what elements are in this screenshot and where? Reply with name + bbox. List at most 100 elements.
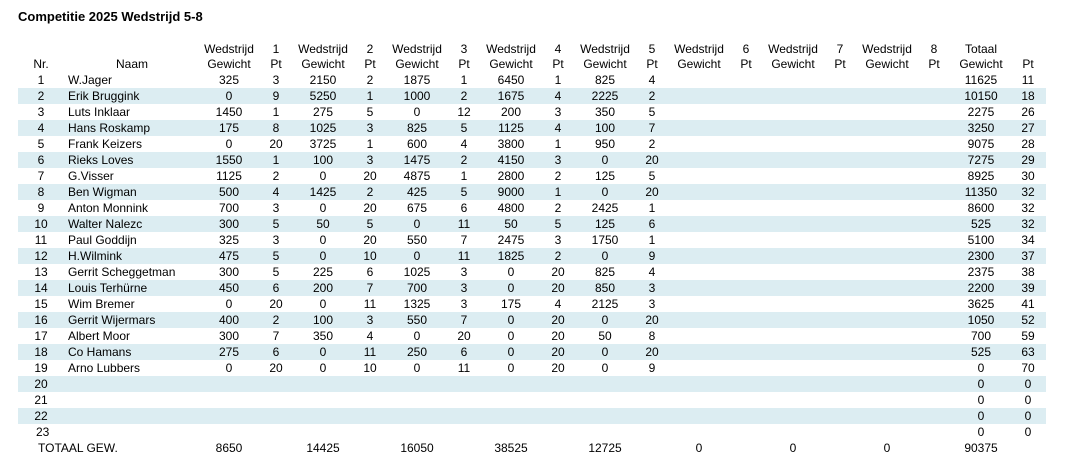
points-cell: [728, 360, 764, 376]
points-cell: [916, 376, 952, 392]
points-cell: 4: [540, 120, 576, 136]
weight-cell: [764, 312, 822, 328]
points-cell: [352, 408, 388, 424]
points-cell: 4: [648, 264, 656, 279]
total-weight-cell: 10150: [952, 88, 1010, 104]
points-cell: 20: [269, 296, 283, 311]
weight-cell: 1125: [216, 168, 242, 183]
weight-cell: 200: [500, 104, 522, 119]
weight-cell: [764, 264, 822, 280]
rank-cell: 7: [37, 168, 45, 183]
points-cell: [822, 344, 858, 360]
points-cell: [916, 360, 952, 376]
weight-cell: [858, 216, 916, 232]
name-cell: Co Hamans: [64, 344, 200, 360]
points-cell: [916, 104, 952, 120]
weight-cell: 700: [388, 280, 446, 296]
weight-cell: 4150: [482, 152, 540, 168]
weight-cell: [670, 264, 728, 280]
weight-cell: [858, 360, 916, 376]
points-cell: [446, 376, 482, 392]
weight-cell: [670, 88, 728, 104]
weight-cell: 4875: [403, 168, 431, 183]
table-row: 1 W.Jager 325 3 2150 2 1875 1 6450 1 825 4 11625 11: [18, 72, 1046, 88]
weight-cell: [858, 72, 916, 88]
points-cell: [916, 168, 952, 184]
weight-cell: 1475: [388, 152, 446, 168]
rank-cell: 17: [34, 328, 48, 343]
weight-cell: [764, 392, 822, 408]
weight-cell: 1025: [294, 120, 352, 136]
weight-cell: [670, 136, 728, 152]
header-gewicht: Gewicht: [489, 57, 533, 71]
name-cell: Hans Roskamp: [64, 120, 200, 136]
points-cell: 2: [554, 200, 562, 215]
total-points-cell: 18: [1010, 88, 1046, 104]
header-wedstrijd-label: Wedstrijd: [580, 42, 630, 56]
points-cell: 2: [446, 152, 482, 168]
points-cell: 4: [648, 72, 656, 87]
rank-cell: 13: [34, 264, 48, 279]
weight-cell: [576, 408, 634, 424]
points-cell: 4: [366, 328, 374, 343]
points-cell: [728, 216, 764, 232]
rank-cell: 8: [18, 184, 64, 200]
total-weight-cell: 0: [977, 424, 985, 439]
rank-cell: 20: [18, 376, 64, 392]
weight-cell: 0: [576, 248, 634, 264]
total-points-cell: 41: [1021, 296, 1035, 311]
points-cell: 1: [648, 200, 656, 215]
name-cell: G.Visser: [68, 168, 114, 183]
table-row: 8 Ben Wigman 500 4 1425 2 425 5 9000 1 0 20 11350 32: [18, 184, 1046, 200]
weight-cell: [670, 248, 728, 264]
weight-cell: [670, 328, 728, 344]
points-cell: [916, 152, 952, 168]
header-pt: Pt: [364, 57, 376, 71]
name-cell: Louis Terhürne: [64, 280, 200, 296]
weight-cell: [670, 168, 728, 184]
points-cell: [634, 424, 670, 440]
weight-cell: 1125: [482, 120, 540, 136]
points-cell: 3: [272, 72, 280, 87]
table-header: Wedstrijd 1 Wedstrijd 2 Wedstrijd 3 Wedstrijd 4…: [18, 42, 1046, 72]
points-cell: 6: [634, 216, 670, 232]
total-points-cell: 0: [1024, 392, 1032, 407]
points-cell: 3: [460, 264, 468, 279]
results-table: Wedstrijd 1 Wedstrijd 2 Wedstrijd 3 Wedstrijd 4…: [18, 42, 1046, 456]
weight-cell: [764, 424, 822, 440]
weight-cell: 850: [576, 280, 634, 296]
weight-cell: 0: [413, 104, 421, 119]
name-cell: Paul Goddijn: [68, 232, 137, 247]
points-cell: [728, 168, 764, 184]
weight-cell: [858, 312, 916, 328]
total-points-cell: 39: [1010, 280, 1046, 296]
total-points-cell: 59: [1021, 328, 1035, 343]
points-cell: 3: [352, 152, 388, 168]
weight-cell: 0: [388, 216, 446, 232]
table-row: 16 Gerrit Wijermars 400 2 100 3 550 7 0 20 0 20 1050…: [18, 312, 1046, 328]
weight-cell: [764, 72, 822, 88]
weight-cell: 1000: [388, 88, 446, 104]
weight-cell: 675: [406, 200, 428, 215]
points-cell: 11: [363, 296, 377, 311]
total-weight-cell: 3625: [967, 296, 995, 311]
points-cell: [728, 408, 764, 424]
total-points-cell: 30: [1021, 168, 1035, 183]
points-cell: [728, 88, 764, 104]
points-cell: [916, 328, 952, 344]
points-cell: 20: [551, 328, 565, 343]
points-cell: 9: [258, 88, 294, 104]
weight-cell: [670, 120, 728, 136]
points-cell: 7: [272, 328, 280, 343]
points-cell: 2: [366, 72, 374, 87]
points-cell: 6: [258, 344, 294, 360]
weight-cell: 825: [388, 120, 446, 136]
weight-cell: [482, 392, 540, 408]
points-cell: [258, 376, 294, 392]
name-cell: Luts Inklaar: [68, 104, 131, 119]
weight-cell: 0: [319, 200, 327, 215]
points-cell: 10: [363, 360, 377, 375]
points-cell: [352, 376, 388, 392]
header-cell-empty: [1010, 42, 1046, 57]
weight-cell: 0: [576, 152, 634, 168]
